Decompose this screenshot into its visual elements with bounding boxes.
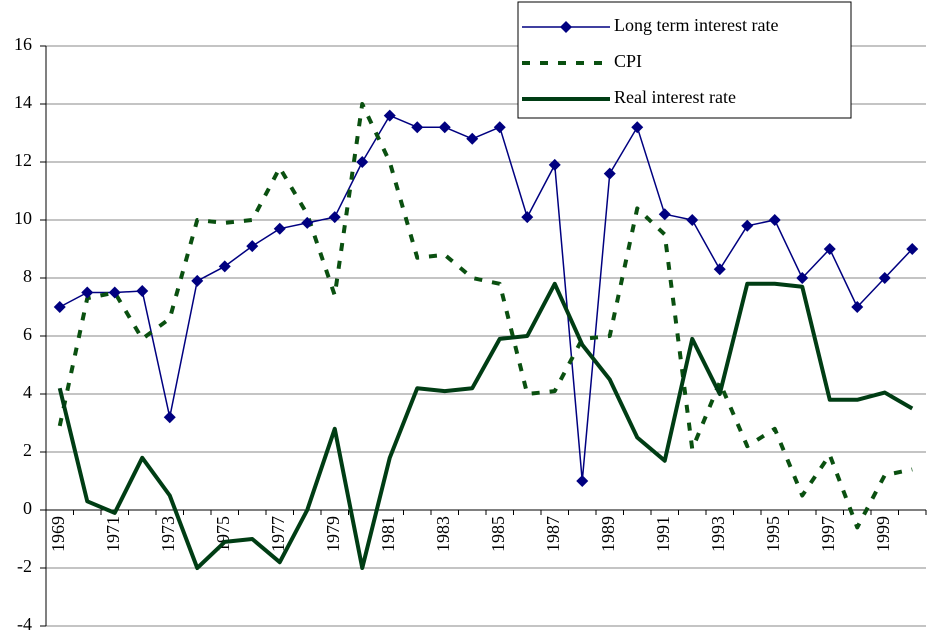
point-marker: [356, 156, 369, 168]
x-tick-label: 1993: [708, 516, 728, 552]
point-marker: [136, 285, 149, 298]
series-line: [57, 102, 913, 530]
point-marker: [713, 263, 726, 276]
legend-label: CPI: [614, 51, 642, 71]
x-tick-label: 1981: [378, 516, 398, 552]
y-tick-label: 16: [14, 34, 32, 54]
y-tick-label: 14: [14, 92, 32, 112]
point-marker: [851, 301, 864, 313]
point-marker: [603, 167, 616, 180]
x-tick-label: 1987: [543, 516, 563, 552]
y-tick-label: 6: [23, 324, 32, 344]
point-marker: [466, 132, 479, 145]
point-marker: [906, 243, 919, 255]
point-marker: [658, 208, 671, 221]
point-marker: [81, 286, 94, 299]
point-marker: [521, 211, 534, 224]
point-marker: [741, 219, 754, 232]
y-tick-label: -4: [17, 614, 32, 632]
y-tick-label: 12: [14, 150, 32, 170]
x-tick-label: 1983: [433, 516, 453, 552]
x-tick-label: 1989: [598, 516, 618, 552]
point-marker: [273, 222, 286, 235]
point-marker: [631, 121, 644, 134]
y-tick-label: 2: [23, 440, 32, 460]
x-tick-label: 1977: [268, 516, 288, 552]
series-line: [59, 114, 913, 482]
y-tick-label: 0: [23, 498, 32, 518]
x-tick-label: 1971: [103, 516, 123, 552]
point-marker: [301, 216, 314, 229]
legend: Long term interest rate CPI Real interest …: [517, 1, 852, 119]
legend-label: Real interest rate: [614, 87, 736, 107]
point-marker: [493, 121, 506, 134]
point-marker: [796, 272, 809, 284]
series-line: [57, 281, 914, 570]
point-marker: [823, 243, 836, 255]
y-tick-label: 10: [14, 208, 32, 228]
y-tick-label: -2: [17, 556, 32, 576]
point-marker: [246, 240, 259, 253]
point-marker: [53, 301, 66, 313]
point-marker: [163, 411, 176, 424]
point-marker: [576, 475, 589, 487]
x-tick-label: 1979: [323, 516, 343, 552]
x-tick-label: 1999: [873, 516, 893, 552]
x-tick-label: 1975: [213, 516, 233, 552]
x-tick-label: 1991: [653, 516, 673, 552]
x-tick-label: 1995: [763, 516, 783, 552]
y-tick-label: 4: [23, 382, 32, 402]
point-marker: [768, 214, 781, 226]
point-marker: [218, 260, 231, 273]
point-marker: [411, 121, 424, 134]
legend-marker: [560, 21, 572, 33]
point-marker: [328, 211, 341, 224]
x-tick-label: 1997: [818, 516, 838, 552]
point-marker: [191, 274, 204, 287]
point-marker: [438, 121, 451, 134]
x-tick-label: 1973: [158, 516, 178, 552]
x-tick-label: 1969: [48, 516, 68, 552]
y-tick-label: 8: [23, 266, 32, 286]
legend-label: Long term interest rate: [614, 15, 778, 35]
point-marker: [878, 272, 891, 284]
x-tick-label: 1985: [488, 516, 508, 552]
point-marker: [108, 286, 121, 299]
point-marker: [383, 109, 396, 122]
point-marker: [548, 158, 561, 171]
point-marker: [686, 214, 699, 226]
